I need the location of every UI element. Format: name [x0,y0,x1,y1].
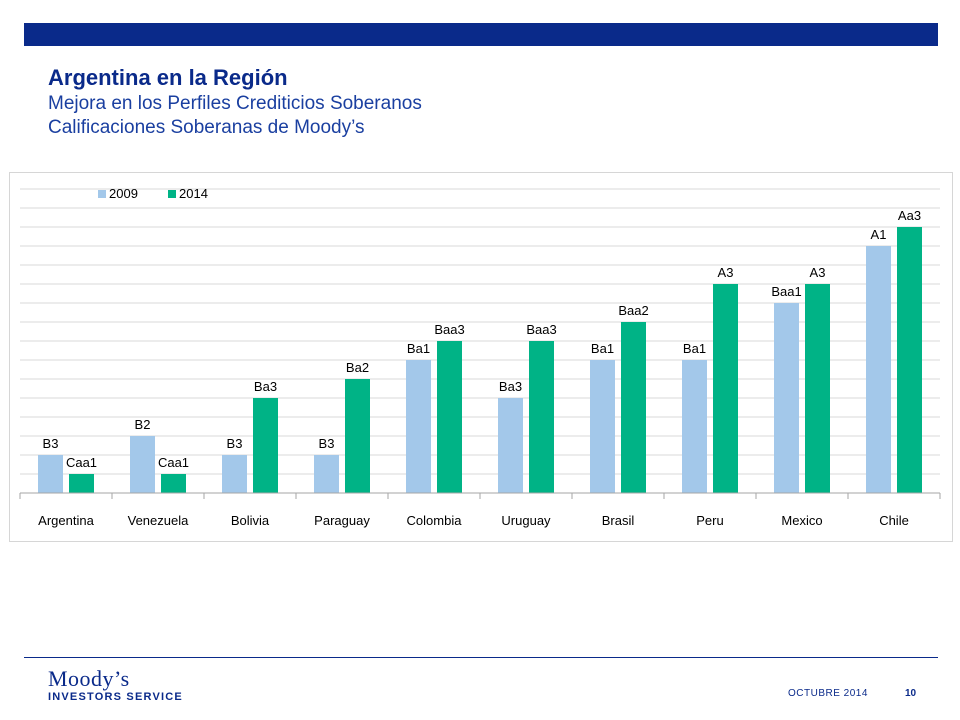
logo-tagline: INVESTORS SERVICE [48,691,183,703]
legend-swatch-2014 [168,190,176,198]
data-label: Baa1 [771,284,801,299]
bar-2009 [774,303,799,493]
data-labels: B3 Caa1 B2 Caa1 B3 Ba3 B3 Ba2 Ba1 Baa3 Ba3 Baa3 Ba1 B… [43,208,922,470]
page-number: 10 [905,688,917,699]
bar-2009 [38,455,63,493]
x-tick-label: Uruguay [501,513,551,528]
ratings-bar-chart: B3 Caa1 B2 Caa1 B3 Ba3 B3 Ba2 Ba1 Baa3 Ba3 Baa3 Ba1 B… [19,186,941,528]
x-tick-label: Chile [879,513,909,528]
data-label: B3 [43,436,59,451]
footer-rule [24,657,938,658]
bar-2009 [222,455,247,493]
bar-2014 [253,398,278,493]
page-subtitle-1: Mejora en los Perfiles Crediticios Sober… [48,93,422,114]
data-label: Ba1 [683,341,706,356]
gridlines [20,188,940,475]
x-tick-label: Argentina [38,513,94,528]
top-banner-bar [24,23,938,46]
data-label: Caa1 [66,455,97,470]
data-label: Baa3 [434,322,464,337]
bar-2014 [805,284,830,493]
data-label: A3 [810,265,826,280]
data-label: B3 [319,436,335,451]
x-tick-label: Colombia [407,513,463,528]
bar-2009 [590,360,615,493]
bars [38,227,922,493]
data-label: Ba3 [254,379,277,394]
data-label: Ba3 [499,379,522,394]
bar-2014 [621,322,646,493]
data-label: Caa1 [158,455,189,470]
logo-wordmark: Moody’s [48,666,130,691]
x-axis: Argentina Venezuela Bolivia Paraguay Colombi… [19,492,941,528]
footer-date: OCTUBRE 2014 [788,688,868,699]
bar-2014 [529,341,554,493]
data-label: B3 [227,436,243,451]
x-tick-label: Brasil [602,513,635,528]
legend-label: 2009 [109,186,138,201]
data-label: Ba1 [591,341,614,356]
x-tick-label: Mexico [781,513,822,528]
legend: 2009 2014 [98,186,208,201]
legend-label: 2014 [179,186,208,201]
bar-2009 [866,246,891,493]
header: Argentina en la Región Mejora en los Per… [48,64,422,140]
page-title: Argentina en la Región [48,65,288,90]
data-label: A3 [718,265,734,280]
x-tick-label: Venezuela [128,513,189,528]
data-label: Ba1 [407,341,430,356]
x-tick-label: Paraguay [314,513,370,528]
bar-2014 [345,379,370,493]
bar-2014 [897,227,922,493]
data-label: Ba2 [346,360,369,375]
moodys-logo: Moody’s INVESTORS SERVICE [48,668,183,704]
bar-2009 [498,398,523,493]
bar-2014 [69,474,94,493]
bar-2009 [130,436,155,493]
legend-swatch-2009 [98,190,106,198]
bar-2009 [406,360,431,493]
x-tick-label: Peru [696,513,723,528]
chart-panel: B3 Caa1 B2 Caa1 B3 Ba3 B3 Ba2 Ba1 Baa3 Ba3 Baa3 Ba1 B… [9,172,953,542]
data-label: Baa2 [618,303,648,318]
data-label: B2 [135,417,151,432]
bar-2014 [713,284,738,493]
data-label: A1 [871,227,887,242]
data-label: Aa3 [898,208,921,223]
bar-2009 [314,455,339,493]
bar-2014 [161,474,186,493]
bar-2014 [437,341,462,493]
x-tick-label: Bolivia [231,513,270,528]
page-subtitle-2: Calificaciones Soberanas de Moody’s [48,117,365,138]
bar-2009 [682,360,707,493]
data-label: Baa3 [526,322,556,337]
